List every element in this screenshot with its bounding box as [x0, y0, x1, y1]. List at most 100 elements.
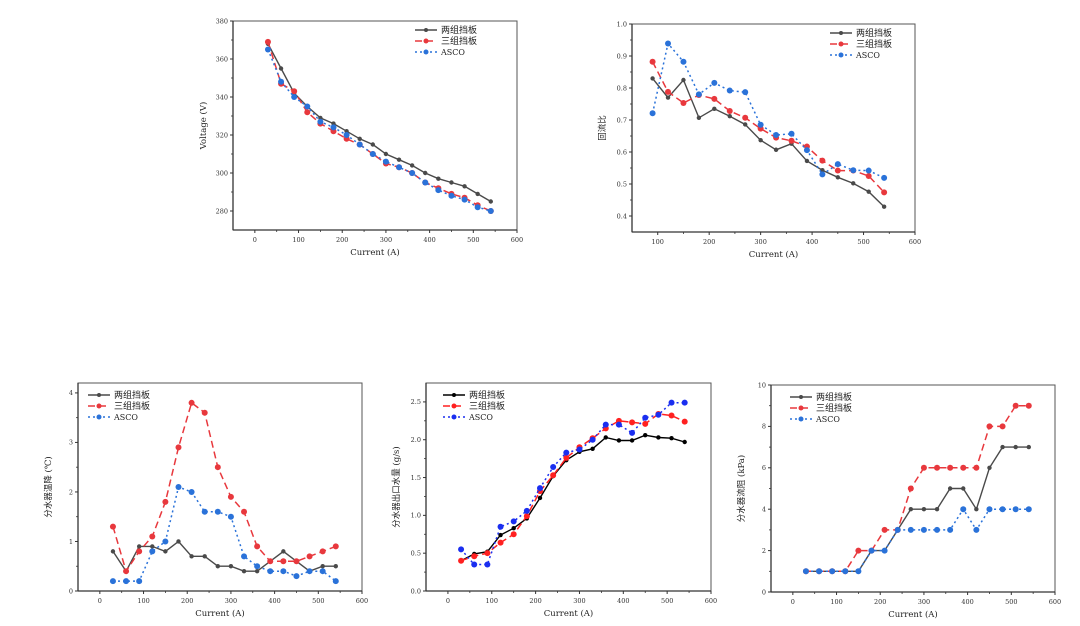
legend-marker — [798, 416, 804, 422]
x-tick-label: 300 — [380, 236, 392, 244]
x-tick-label: 200 — [529, 597, 541, 605]
data-point — [960, 506, 967, 513]
data-point — [254, 563, 261, 570]
data-point — [332, 578, 339, 585]
x-tick-label: 400 — [617, 597, 629, 605]
data-point — [881, 526, 888, 533]
data-point — [471, 553, 478, 560]
y-tick-label: 4 — [762, 506, 766, 514]
data-point — [803, 147, 810, 154]
data-point — [655, 411, 662, 418]
x-tick-label: 600 — [511, 236, 523, 244]
series-0 — [803, 444, 1031, 574]
x-tick-label: 200 — [703, 238, 715, 246]
data-point — [511, 526, 516, 531]
data-point — [816, 568, 823, 575]
series-1 — [458, 411, 688, 564]
data-point — [819, 157, 826, 164]
data-point — [974, 507, 979, 512]
legend-marker — [838, 52, 844, 58]
x-tick-label: 0 — [98, 597, 102, 605]
x-tick-label: 500 — [312, 597, 324, 605]
data-point — [304, 103, 311, 110]
data-point — [987, 465, 992, 470]
data-point — [267, 568, 274, 575]
data-point — [484, 550, 491, 557]
data-point — [150, 544, 155, 549]
data-point — [149, 533, 156, 540]
data-point — [510, 531, 517, 538]
data-point — [947, 526, 954, 533]
legend-label: 两组挡板 — [114, 389, 150, 401]
x-tick-label: 600 — [909, 238, 921, 246]
data-point — [319, 548, 326, 555]
data-point — [650, 76, 655, 81]
data-point — [973, 464, 980, 471]
series-1 — [264, 38, 494, 214]
legend-marker — [96, 403, 102, 409]
y-tick-label: 3 — [69, 439, 73, 447]
x-axis-label: Current (A) — [350, 247, 400, 258]
data-point — [835, 175, 841, 180]
y-tick-label: 1.0 — [617, 20, 627, 28]
data-point — [357, 136, 362, 141]
data-point — [110, 549, 116, 554]
data-point — [523, 513, 530, 520]
data-point — [921, 507, 927, 512]
data-point — [802, 568, 809, 575]
legend-label: 三组挡板 — [114, 400, 150, 412]
data-point — [550, 472, 557, 479]
series-line — [651, 61, 885, 193]
legend-marker — [799, 395, 803, 399]
data-point — [773, 132, 780, 139]
data-point — [668, 412, 675, 419]
data-point — [293, 558, 300, 565]
data-point — [201, 409, 208, 416]
data-point — [458, 546, 465, 553]
data-point — [319, 568, 326, 575]
y-tick-label: 4 — [69, 389, 73, 397]
y-tick-label: 0.6 — [617, 148, 627, 156]
data-point — [458, 557, 465, 564]
y-tick-label: 0.9 — [617, 52, 627, 60]
data-point — [461, 196, 468, 203]
data-point — [681, 77, 686, 83]
x-tick-label: 300 — [573, 597, 585, 605]
chart-flow-resistance: 0 100 200 300 400 500 600 0 2 4 6 8 10 Current (A) 分水器… — [736, 381, 1061, 620]
data-point — [695, 91, 702, 98]
series-line — [460, 401, 685, 566]
legend-marker — [424, 28, 428, 32]
data-point — [920, 526, 927, 533]
data-point — [947, 486, 953, 491]
y-tick-label: 320 — [216, 131, 228, 139]
data-point — [999, 423, 1006, 430]
y-tick-label: 2 — [69, 488, 73, 496]
series-line — [267, 41, 492, 212]
legend-marker — [423, 38, 429, 44]
data-point — [214, 464, 221, 471]
data-point — [189, 554, 194, 559]
data-point — [629, 429, 636, 436]
data-point — [136, 578, 143, 585]
data-point — [278, 78, 285, 85]
data-point — [550, 463, 557, 470]
data-point — [1012, 506, 1019, 513]
series-0 — [650, 76, 887, 209]
data-point — [615, 421, 622, 428]
data-point — [616, 438, 622, 443]
data-point — [264, 46, 271, 53]
series-0 — [458, 432, 687, 563]
series-2 — [458, 399, 688, 568]
data-point — [773, 147, 779, 152]
data-point — [656, 435, 661, 440]
data-point — [590, 446, 595, 452]
series-line — [806, 507, 1029, 573]
x-tick-label: 100 — [830, 598, 842, 606]
data-point — [834, 161, 841, 168]
legend-label: 两组挡板 — [816, 391, 852, 403]
x-tick-label: 400 — [423, 236, 435, 244]
data-point — [682, 439, 687, 445]
data-point — [665, 95, 671, 100]
